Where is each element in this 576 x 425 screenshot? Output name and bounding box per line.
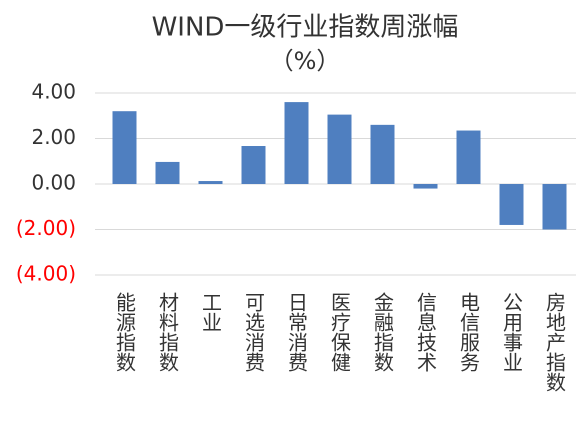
- y-tick-label: 4.00: [31, 80, 76, 104]
- x-tick-label: 材料指数: [156, 292, 180, 372]
- bar: [198, 181, 223, 184]
- x-tick-label: 日常消费: [285, 292, 309, 372]
- x-tick-label: 电信服务: [457, 292, 481, 372]
- y-tick-label: (2.00): [16, 216, 76, 240]
- x-tick-label: 金融指数: [371, 292, 395, 372]
- y-tick-label: 2.00: [31, 125, 76, 149]
- x-tick-label: 医疗保健: [328, 292, 352, 372]
- chart-subtitle: （%）: [270, 47, 341, 75]
- chart-title: WIND一级行业指数周涨幅: [152, 13, 459, 43]
- x-tick-label: 可选消费: [242, 292, 266, 372]
- bar: [542, 184, 567, 230]
- x-tick-label: 公用事业: [500, 292, 524, 372]
- x-tick-label: 房地产指数: [543, 292, 567, 392]
- x-tick-label: 工业: [199, 292, 223, 332]
- bar: [112, 111, 137, 184]
- bar: [155, 161, 180, 184]
- bar: [284, 102, 309, 184]
- y-tick-label: (4.00): [16, 262, 76, 286]
- bar: [413, 184, 438, 189]
- bar: [456, 130, 481, 184]
- bar: [370, 124, 395, 184]
- x-tick-label: 信息技术: [414, 292, 438, 372]
- bar: [327, 114, 352, 184]
- y-tick-label: 0.00: [31, 171, 76, 195]
- x-tick-label: 能源指数: [113, 292, 137, 372]
- bar: [241, 146, 266, 184]
- bar: [499, 184, 524, 225]
